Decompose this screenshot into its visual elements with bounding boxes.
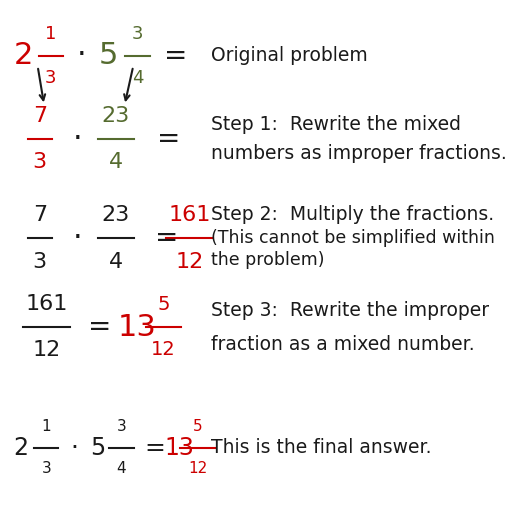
Text: 4: 4: [109, 252, 123, 271]
Text: 5: 5: [90, 435, 105, 460]
Text: 3: 3: [33, 252, 47, 271]
Text: =: =: [164, 41, 187, 70]
Text: ·: ·: [70, 435, 78, 460]
Text: =: =: [144, 435, 165, 460]
Text: 3: 3: [45, 69, 56, 86]
Text: 7: 7: [33, 106, 47, 126]
Text: 3: 3: [132, 25, 143, 42]
Text: 23: 23: [102, 205, 130, 225]
Text: 12: 12: [151, 341, 176, 359]
Text: 5: 5: [193, 419, 202, 434]
Text: fraction as a mixed number.: fraction as a mixed number.: [211, 334, 475, 354]
Text: ·: ·: [77, 41, 86, 70]
Text: 23: 23: [102, 106, 130, 126]
Text: ·: ·: [72, 224, 82, 253]
Text: 5: 5: [98, 41, 118, 70]
Text: 4: 4: [117, 461, 127, 476]
Text: 7: 7: [33, 205, 47, 225]
Text: 12: 12: [32, 341, 61, 361]
Text: 2: 2: [14, 435, 29, 460]
Text: numbers as improper fractions.: numbers as improper fractions.: [211, 144, 507, 163]
Text: 1: 1: [45, 25, 56, 42]
Text: 2: 2: [14, 41, 33, 70]
Text: the problem): the problem): [211, 252, 325, 269]
Text: =: =: [88, 313, 111, 341]
Text: 13: 13: [165, 435, 195, 460]
Text: 4: 4: [109, 152, 123, 172]
Text: 1: 1: [41, 419, 51, 434]
Text: Step 2:  Multiply the fractions.: Step 2: Multiply the fractions.: [211, 205, 495, 224]
Text: Original problem: Original problem: [211, 46, 368, 65]
Text: 3: 3: [41, 461, 51, 476]
Text: 4: 4: [132, 69, 143, 86]
Text: 161: 161: [168, 205, 211, 225]
Text: Step 3:  Rewrite the improper: Step 3: Rewrite the improper: [211, 301, 490, 320]
Text: 12: 12: [188, 461, 207, 476]
Text: 161: 161: [25, 294, 67, 314]
Text: 13: 13: [118, 313, 157, 342]
Text: Step 1:  Rewrite the mixed: Step 1: Rewrite the mixed: [211, 115, 461, 134]
Text: (This cannot be simplified within: (This cannot be simplified within: [211, 230, 495, 247]
Text: This is the final answer.: This is the final answer.: [211, 438, 432, 457]
Text: 3: 3: [33, 152, 47, 172]
Text: =: =: [157, 125, 180, 153]
Text: 5: 5: [157, 295, 170, 314]
Text: =: =: [155, 224, 178, 253]
Text: ·: ·: [72, 125, 82, 154]
Text: 3: 3: [117, 419, 127, 434]
Text: 12: 12: [176, 252, 204, 271]
